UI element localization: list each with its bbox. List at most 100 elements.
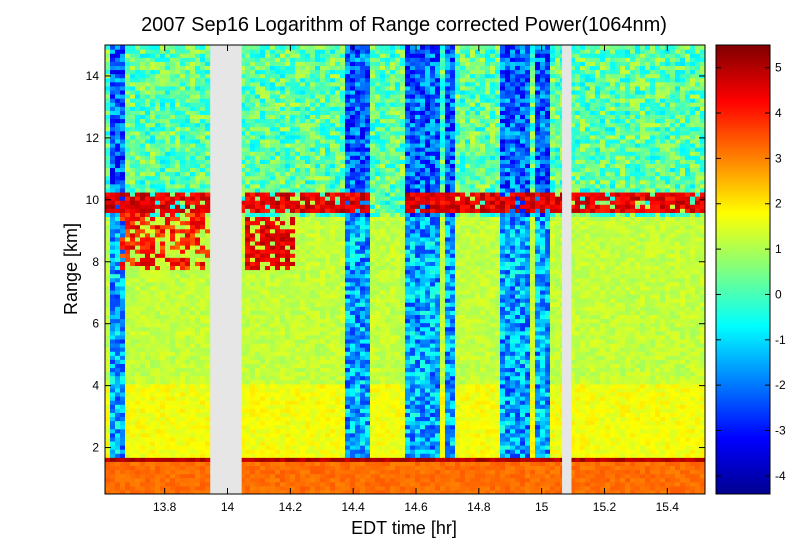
heatmap-cell: [320, 302, 326, 307]
heatmap-cell: [195, 269, 201, 275]
heatmap-cell: [175, 342, 181, 348]
heatmap-cell: [300, 179, 306, 185]
heatmap-cell: [130, 445, 136, 450]
heatmap-cell: [190, 81, 196, 87]
heatmap-cell: [195, 200, 201, 205]
heatmap-cell: [310, 53, 316, 58]
heatmap-cell: [295, 387, 301, 393]
heatmap-cell: [285, 179, 291, 185]
heatmap-cell: [195, 232, 201, 238]
heatmap-cell: [190, 273, 196, 279]
heatmap-cell: [285, 130, 291, 136]
heatmap-cell: [245, 138, 251, 144]
heatmap-cell: [280, 404, 286, 409]
heatmap-cell: [295, 457, 301, 462]
heatmap-cell: [255, 469, 261, 475]
heatmap-cell: [280, 187, 286, 193]
heatmap-cell: [320, 481, 326, 487]
heatmap-cell: [265, 408, 271, 413]
heatmap-cell: [305, 155, 311, 160]
heatmap-cell: [250, 473, 256, 479]
heatmap-cell: [145, 45, 151, 50]
heatmap-cell: [290, 298, 296, 303]
heatmap-cell: [155, 273, 161, 279]
heatmap-cell: [105, 85, 111, 91]
heatmap-cell: [330, 367, 336, 373]
heatmap-cell: [185, 440, 191, 446]
heatmap-cell: [145, 436, 151, 442]
heatmap-cell: [320, 69, 326, 75]
heatmap-cell: [105, 265, 111, 271]
heatmap-cell: [145, 249, 151, 254]
heatmap-cell: [110, 383, 116, 389]
heatmap-cell: [250, 359, 256, 364]
heatmap-cell: [205, 187, 211, 193]
heatmap-cell: [140, 49, 146, 54]
heatmap-cell: [260, 322, 266, 328]
heatmap-cell: [295, 49, 301, 54]
heatmap-cell: [305, 61, 311, 67]
heatmap-cell: [115, 396, 121, 401]
heatmap-cell: [325, 449, 331, 454]
heatmap-cell: [105, 396, 111, 401]
heatmap-cell: [265, 334, 271, 340]
heatmap-cell: [165, 159, 171, 164]
heatmap-cell: [170, 461, 176, 467]
heatmap-cell: [325, 102, 331, 107]
heatmap-cell: [275, 359, 281, 364]
heatmap-cell: [195, 85, 201, 91]
heatmap-cell: [140, 277, 146, 283]
heatmap-cell: [135, 61, 141, 67]
heatmap-cell: [170, 53, 176, 58]
heatmap-cell: [105, 400, 111, 405]
heatmap-cell: [180, 249, 186, 254]
heatmap-cell: [300, 363, 306, 369]
heatmap-cell: [155, 351, 161, 356]
heatmap-cell: [275, 465, 281, 471]
heatmap-cell: [285, 151, 291, 156]
heatmap-cell: [160, 208, 166, 213]
heatmap-cell: [195, 216, 201, 222]
heatmap-cell: [130, 167, 136, 173]
heatmap-cell: [260, 412, 266, 418]
heatmap-cell: [140, 204, 146, 209]
heatmap-cell: [170, 265, 176, 271]
heatmap-cell: [195, 191, 201, 197]
heatmap-cell: [205, 204, 211, 209]
heatmap-cell: [160, 57, 166, 62]
heatmap-cell: [295, 289, 301, 295]
heatmap-cell: [275, 416, 281, 422]
heatmap-cell: [150, 261, 156, 267]
heatmap-cell: [165, 257, 171, 262]
heatmap-cell: [105, 387, 111, 393]
heatmap-cell: [105, 89, 111, 95]
heatmap-cell: [320, 122, 326, 128]
heatmap-cell: [145, 281, 151, 287]
heatmap-cell: [160, 106, 166, 111]
heatmap-cell: [120, 240, 126, 246]
heatmap-cell: [130, 85, 136, 91]
heatmap-cell: [300, 293, 306, 299]
heatmap-cell: [190, 232, 196, 238]
heatmap-cell: [175, 77, 181, 83]
heatmap-cell: [315, 69, 321, 75]
heatmap-cell: [155, 147, 161, 152]
heatmap-cell: [265, 65, 271, 71]
heatmap-cell: [175, 289, 181, 295]
heatmap-cell: [255, 159, 261, 164]
heatmap-cell: [195, 440, 201, 446]
heatmap-cell: [160, 363, 166, 369]
heatmap-cell: [295, 379, 301, 385]
heatmap-cell: [240, 314, 246, 320]
heatmap-cell: [175, 249, 181, 254]
heatmap-cell: [145, 293, 151, 299]
heatmap-cell: [270, 159, 276, 164]
heatmap-cell: [185, 77, 191, 83]
heatmap-cell: [310, 371, 316, 377]
heatmap-cell: [130, 45, 136, 50]
heatmap-cell: [295, 449, 301, 454]
heatmap-cell: [105, 453, 111, 458]
heatmap-cell: [300, 306, 306, 311]
heatmap-cell: [115, 420, 121, 426]
heatmap-cell: [180, 379, 186, 385]
